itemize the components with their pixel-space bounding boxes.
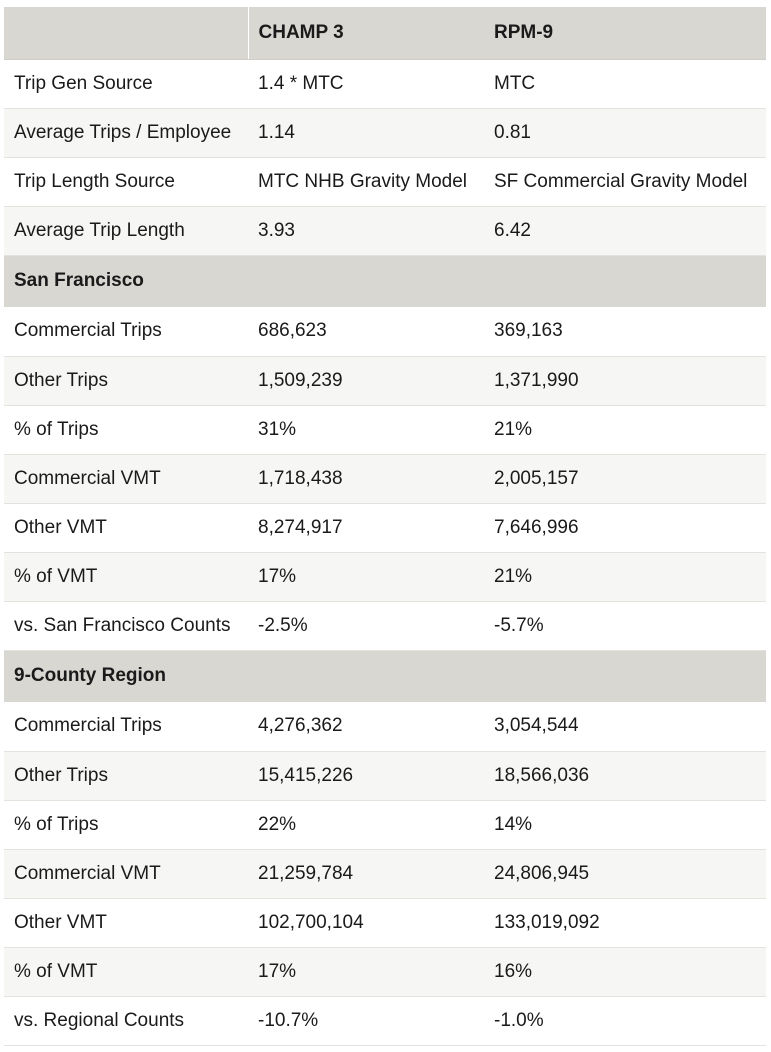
- row-label: % of Trips: [4, 405, 248, 455]
- table-row: Commercial VMT 21,259,784 24,806,945: [4, 849, 766, 899]
- rpm-value: SF Commercial Gravity Model: [484, 157, 766, 207]
- champ-value: 4,276,362: [248, 702, 484, 752]
- table-row: Other Trips 1,509,239 1,371,990: [4, 356, 766, 406]
- champ-value: 3.93: [248, 206, 484, 256]
- champ-value: 8,274,917: [248, 503, 484, 553]
- table-row: Average Trip Length 3.93 6.42: [4, 206, 766, 256]
- rpm-value: 0.81: [484, 108, 766, 158]
- rpm-value: 21%: [484, 552, 766, 602]
- table-row: Commercial VMT 1,718,438 2,005,157: [4, 454, 766, 504]
- rpm-value: MTC: [484, 59, 766, 109]
- section-title: San Francisco: [4, 255, 766, 307]
- rpm-value: 18,566,036: [484, 751, 766, 801]
- table-row: Average Trips / Employee 1.14 0.81: [4, 108, 766, 158]
- row-label: Commercial VMT: [4, 454, 248, 504]
- table-row: Other VMT 102,700,104 133,019,092: [4, 898, 766, 948]
- rpm-value: 14%: [484, 800, 766, 850]
- row-label: % of Trips: [4, 800, 248, 850]
- table-row: % of VMT 17% 16%: [4, 947, 766, 997]
- table-row: % of Trips 22% 14%: [4, 800, 766, 850]
- header-champ3: CHAMP 3: [248, 7, 484, 60]
- table-row: vs. San Francisco Counts -2.5% -5.7%: [4, 601, 766, 651]
- comparison-table-container: CHAMP 3 RPM-9 Trip Gen Source 1.4 * MTC …: [4, 7, 766, 1046]
- table-row: Trip Length Source MTC NHB Gravity Model…: [4, 157, 766, 207]
- champ-value: MTC NHB Gravity Model: [248, 157, 484, 207]
- table-header-row: CHAMP 3 RPM-9: [4, 7, 766, 60]
- section-header-9-county-region: 9-County Region: [4, 650, 766, 702]
- table-row: Trip Gen Source 1.4 * MTC MTC: [4, 59, 766, 109]
- rpm-value: 1,371,990: [484, 356, 766, 406]
- table-row: Other VMT 8,274,917 7,646,996: [4, 503, 766, 553]
- comparison-table: CHAMP 3 RPM-9 Trip Gen Source 1.4 * MTC …: [4, 7, 766, 1046]
- table-row: % of Trips 31% 21%: [4, 405, 766, 455]
- champ-value: 22%: [248, 800, 484, 850]
- row-label: Average Trip Length: [4, 206, 248, 256]
- row-label: % of VMT: [4, 552, 248, 602]
- champ-value: 31%: [248, 405, 484, 455]
- row-label: Commercial Trips: [4, 702, 248, 752]
- row-label: Commercial Trips: [4, 307, 248, 357]
- rpm-value: 21%: [484, 405, 766, 455]
- rpm-value: 7,646,996: [484, 503, 766, 553]
- rpm-value: 2,005,157: [484, 454, 766, 504]
- row-label: Trip Length Source: [4, 157, 248, 207]
- champ-value: 15,415,226: [248, 751, 484, 801]
- row-label: Average Trips / Employee: [4, 108, 248, 158]
- table-row: Commercial Trips 686,623 369,163: [4, 307, 766, 357]
- header-blank-cell: [4, 7, 249, 60]
- rpm-value: 3,054,544: [484, 702, 766, 752]
- row-label: Other VMT: [4, 503, 248, 553]
- rpm-value: 16%: [484, 947, 766, 997]
- row-label: vs. San Francisco Counts: [4, 601, 248, 651]
- champ-value: 21,259,784: [248, 849, 484, 899]
- champ-value: 1.14: [248, 108, 484, 158]
- champ-value: 17%: [248, 947, 484, 997]
- rpm-value: 369,163: [484, 307, 766, 357]
- champ-value: 17%: [248, 552, 484, 602]
- row-label: Other Trips: [4, 751, 248, 801]
- table-row: % of VMT 17% 21%: [4, 552, 766, 602]
- table-row: vs. Regional Counts -10.7% -1.0%: [4, 996, 766, 1046]
- header-rpm9: RPM-9: [484, 7, 766, 60]
- champ-value: 1,509,239: [248, 356, 484, 406]
- table-row: Commercial Trips 4,276,362 3,054,544: [4, 702, 766, 752]
- row-label: Trip Gen Source: [4, 59, 248, 109]
- section-title: 9-County Region: [4, 650, 766, 702]
- champ-value: 1,718,438: [248, 454, 484, 504]
- rpm-value: -5.7%: [484, 601, 766, 651]
- champ-value: -2.5%: [248, 601, 484, 651]
- rpm-value: 24,806,945: [484, 849, 766, 899]
- row-label: vs. Regional Counts: [4, 996, 248, 1046]
- champ-value: 1.4 * MTC: [248, 59, 484, 109]
- champ-value: 102,700,104: [248, 898, 484, 948]
- section-header-san-francisco: San Francisco: [4, 255, 766, 307]
- rpm-value: 133,019,092: [484, 898, 766, 948]
- champ-value: -10.7%: [248, 996, 484, 1046]
- champ-value: 686,623: [248, 307, 484, 357]
- row-label: Other Trips: [4, 356, 248, 406]
- rpm-value: -1.0%: [484, 996, 766, 1046]
- row-label: Other VMT: [4, 898, 248, 948]
- row-label: % of VMT: [4, 947, 248, 997]
- row-label: Commercial VMT: [4, 849, 248, 899]
- table-row: Other Trips 15,415,226 18,566,036: [4, 751, 766, 801]
- rpm-value: 6.42: [484, 206, 766, 256]
